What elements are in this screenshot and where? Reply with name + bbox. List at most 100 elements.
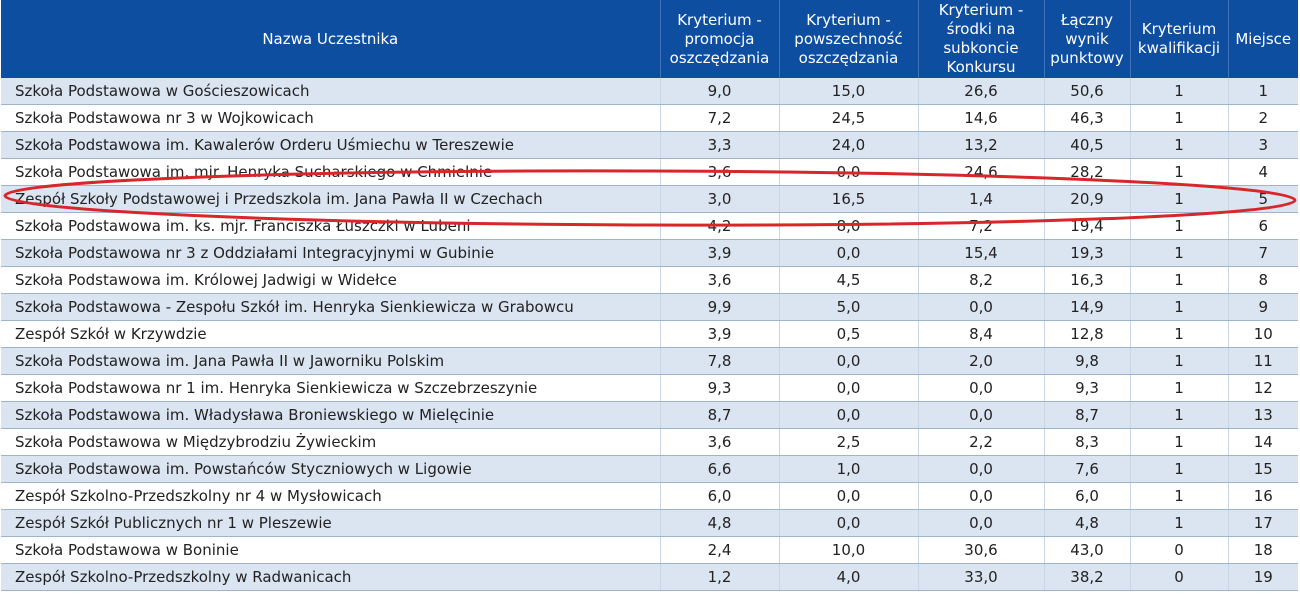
- cell-subaccount-score: 0,0: [918, 374, 1045, 402]
- cell-universality-score: 8,0: [779, 212, 919, 240]
- cell-promotion-score: 8,7: [660, 401, 780, 429]
- cell-place: 11: [1228, 347, 1298, 375]
- table-row: Szkoła Podstawowa nr 3 w Wojkowicach 7,2 2…: [1, 104, 1298, 132]
- cell-total-score: 38,2: [1044, 563, 1131, 591]
- cell-total-score: 19,3: [1044, 239, 1131, 267]
- cell-place: 7: [1228, 239, 1298, 267]
- table-row: Szkoła Podstawowa im. mjr. Henryka Sucha…: [1, 158, 1298, 186]
- cell-subaccount-score: 24,6: [918, 158, 1045, 186]
- cell-universality-score: 0,0: [779, 239, 919, 267]
- cell-total-score: 8,7: [1044, 401, 1131, 429]
- cell-universality-score: 4,0: [779, 563, 919, 591]
- cell-place: 15: [1228, 455, 1298, 483]
- cell-participant-name: Szkoła Podstawowa im. Królowej Jadwigi w…: [1, 266, 661, 294]
- header-row: Nazwa Uczestnika Kryterium - promocja os…: [1, 0, 1298, 78]
- cell-subaccount-score: 0,0: [918, 455, 1045, 483]
- cell-place: 10: [1228, 320, 1298, 348]
- cell-universality-score: 24,5: [779, 104, 919, 132]
- cell-promotion-score: 4,2: [660, 212, 780, 240]
- cell-universality-score: 2,5: [779, 428, 919, 456]
- table-row: Szkoła Podstawowa im. Kawalerów Orderu U…: [1, 131, 1298, 159]
- cell-participant-name: Zespół Szkolno-Przedszkolny nr 4 w Mysło…: [1, 482, 661, 510]
- cell-universality-score: 10,0: [779, 536, 919, 564]
- cell-qualification: 1: [1130, 482, 1229, 510]
- cell-total-score: 7,6: [1044, 455, 1131, 483]
- cell-promotion-score: 4,8: [660, 509, 780, 537]
- cell-place: 17: [1228, 509, 1298, 537]
- table-row: Zespół Szkół w Krzywdzie 3,9 0,5 8,4 12,8 1 10: [1, 320, 1298, 348]
- cell-subaccount-score: 0,0: [918, 482, 1045, 510]
- cell-total-score: 28,2: [1044, 158, 1131, 186]
- cell-promotion-score: 3,3: [660, 131, 780, 159]
- cell-participant-name: Szkoła Podstawowa nr 3 z Oddziałami Inte…: [1, 239, 661, 267]
- cell-subaccount-score: 8,4: [918, 320, 1045, 348]
- cell-promotion-score: 3,0: [660, 185, 780, 213]
- cell-promotion-score: 9,3: [660, 374, 780, 402]
- cell-place: 18: [1228, 536, 1298, 564]
- cell-promotion-score: 3,6: [660, 428, 780, 456]
- cell-participant-name: Szkoła Podstawowa - Zespołu Szkół im. He…: [1, 293, 661, 321]
- cell-subaccount-score: 1,4: [918, 185, 1045, 213]
- cell-universality-score: 0,0: [779, 158, 919, 186]
- table-row: Szkoła Podstawowa - Zespołu Szkół im. He…: [1, 293, 1298, 321]
- cell-participant-name: Zespół Szkolno-Przedszkolny w Radwanicac…: [1, 563, 661, 591]
- cell-place: 12: [1228, 374, 1298, 402]
- cell-total-score: 8,3: [1044, 428, 1131, 456]
- cell-subaccount-score: 14,6: [918, 104, 1045, 132]
- cell-participant-name: Zespół Szkół w Krzywdzie: [1, 320, 661, 348]
- cell-subaccount-score: 0,0: [918, 401, 1045, 429]
- table-row: Szkoła Podstawowa w Międzybrodziu Żywiec…: [1, 428, 1298, 456]
- cell-promotion-score: 6,6: [660, 455, 780, 483]
- cell-promotion-score: 3,6: [660, 266, 780, 294]
- cell-participant-name: Szkoła Podstawowa w Gościeszowicach: [1, 78, 661, 105]
- cell-participant-name: Szkoła Podstawowa w Boninie: [1, 536, 661, 564]
- header-place: Miejsce: [1228, 0, 1298, 78]
- table-row: Szkoła Podstawowa w Gościeszowicach 9,0 15…: [1, 78, 1298, 105]
- cell-subaccount-score: 15,4: [918, 239, 1045, 267]
- cell-place: 1: [1228, 78, 1298, 105]
- cell-qualification: 1: [1130, 158, 1229, 186]
- header-promotion-criterion: Kryterium - promocja oszczędzania: [660, 0, 780, 78]
- cell-qualification: 1: [1130, 455, 1229, 483]
- cell-qualification: 1: [1130, 347, 1229, 375]
- cell-qualification: 1: [1130, 293, 1229, 321]
- table-row: Zespół Szkół Publicznych nr 1 w Pleszewi…: [1, 509, 1298, 537]
- cell-participant-name: Szkoła Podstawowa im. Powstańców Styczni…: [1, 455, 661, 483]
- cell-total-score: 50,6: [1044, 78, 1131, 105]
- cell-total-score: 19,4: [1044, 212, 1131, 240]
- cell-participant-name: Szkoła Podstawowa im. Władysława Broniew…: [1, 401, 661, 429]
- cell-total-score: 16,3: [1044, 266, 1131, 294]
- cell-place: 2: [1228, 104, 1298, 132]
- cell-qualification: 1: [1130, 401, 1229, 429]
- cell-qualification: 1: [1130, 212, 1229, 240]
- cell-universality-score: 0,0: [779, 482, 919, 510]
- cell-participant-name: Zespół Szkoły Podstawowej i Przedszkola …: [1, 185, 661, 213]
- cell-promotion-score: 3,9: [660, 320, 780, 348]
- cell-qualification: 1: [1130, 131, 1229, 159]
- table-row: Szkoła Podstawowa w Boninie 2,4 10,0 30,6 43…: [1, 536, 1298, 564]
- cell-participant-name: Szkoła Podstawowa nr 1 im. Henryka Sienk…: [1, 374, 661, 402]
- cell-participant-name: Szkoła Podstawowa nr 3 w Wojkowicach: [1, 104, 661, 132]
- cell-universality-score: 0,0: [779, 401, 919, 429]
- cell-total-score: 14,9: [1044, 293, 1131, 321]
- cell-total-score: 4,8: [1044, 509, 1131, 537]
- header-participant-name: Nazwa Uczestnika: [1, 0, 661, 78]
- cell-universality-score: 0,0: [779, 347, 919, 375]
- cell-total-score: 12,8: [1044, 320, 1131, 348]
- cell-promotion-score: 2,4: [660, 536, 780, 564]
- cell-place: 5: [1228, 185, 1298, 213]
- cell-total-score: 9,3: [1044, 374, 1131, 402]
- cell-place: 16: [1228, 482, 1298, 510]
- cell-universality-score: 5,0: [779, 293, 919, 321]
- cell-place: 13: [1228, 401, 1298, 429]
- cell-universality-score: 0,5: [779, 320, 919, 348]
- table-row: Szkoła Podstawowa im. Władysława Broniew…: [1, 401, 1298, 429]
- cell-total-score: 20,9: [1044, 185, 1131, 213]
- header-universality-criterion: Kryterium - powszechność oszczędzania: [779, 0, 919, 78]
- cell-place: 14: [1228, 428, 1298, 456]
- table-row: Zespół Szkolno-Przedszkolny nr 4 w Mysło…: [1, 482, 1298, 510]
- cell-place: 8: [1228, 266, 1298, 294]
- cell-total-score: 43,0: [1044, 536, 1131, 564]
- cell-universality-score: 0,0: [779, 374, 919, 402]
